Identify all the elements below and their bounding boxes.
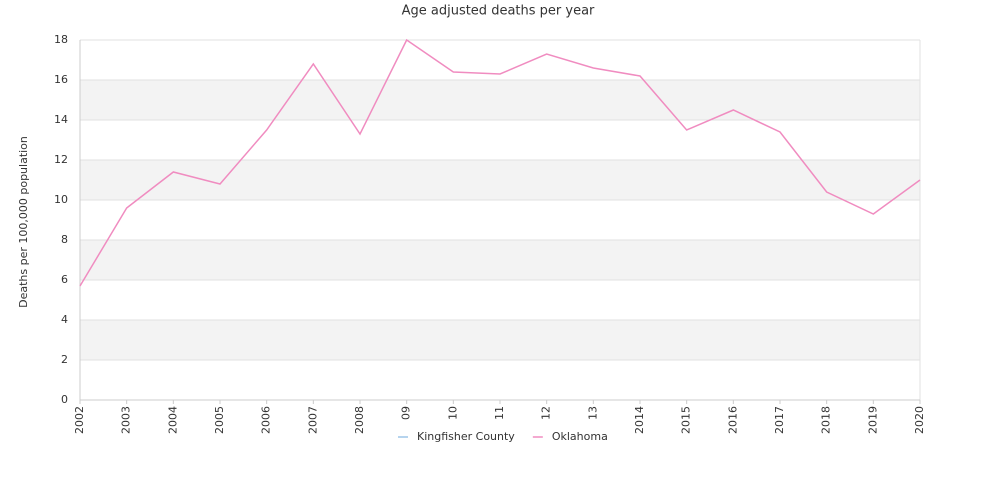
x-tick-label: 2002: [73, 406, 86, 434]
x-tick-label: 13: [586, 406, 599, 420]
x-tick-label: 2008: [353, 406, 366, 434]
grid-band: [80, 80, 920, 120]
y-tick-label: 4: [61, 313, 68, 326]
x-tick-label: 2017: [773, 406, 786, 434]
y-tick-label: 16: [54, 73, 68, 86]
y-tick-label: 8: [61, 233, 68, 246]
x-tick-label: 2020: [913, 406, 926, 434]
chart-title: Age adjusted deaths per year: [402, 4, 595, 19]
legend-label: Kingfisher County: [417, 430, 515, 443]
y-tick-label: 12: [54, 153, 68, 166]
grid-band: [80, 240, 920, 280]
grid-band: [80, 160, 920, 200]
x-tick-label: 2014: [633, 406, 646, 434]
y-tick-label: 18: [54, 33, 68, 46]
x-tick-label: 2019: [866, 406, 879, 434]
y-axis-label: Deaths per 100,000 population: [17, 136, 30, 308]
x-tick-label: 09: [400, 406, 413, 420]
x-tick-label: 2018: [820, 406, 833, 434]
x-tick-label: 11: [493, 406, 506, 420]
series-line: [79, 38, 921, 287]
x-tick-label: 10: [446, 406, 459, 420]
y-tick-label: 2: [61, 353, 68, 366]
x-tick-label: 12: [540, 406, 553, 420]
legend-label: Oklahoma: [552, 430, 608, 443]
y-tick-label: 10: [54, 193, 68, 206]
y-tick-label: 0: [61, 393, 68, 406]
x-tick-label: 2004: [166, 406, 179, 434]
grid-band: [80, 320, 920, 360]
y-tick-label: 14: [54, 113, 68, 126]
x-tick-label: 2015: [680, 406, 693, 434]
x-tick-label: 2006: [260, 406, 273, 434]
x-tick-label: 2007: [306, 406, 319, 434]
x-tick-label: 2016: [726, 406, 739, 434]
x-tick-label: 2005: [213, 406, 226, 434]
x-tick-label: 2003: [120, 406, 133, 434]
y-tick-label: 6: [61, 273, 68, 286]
